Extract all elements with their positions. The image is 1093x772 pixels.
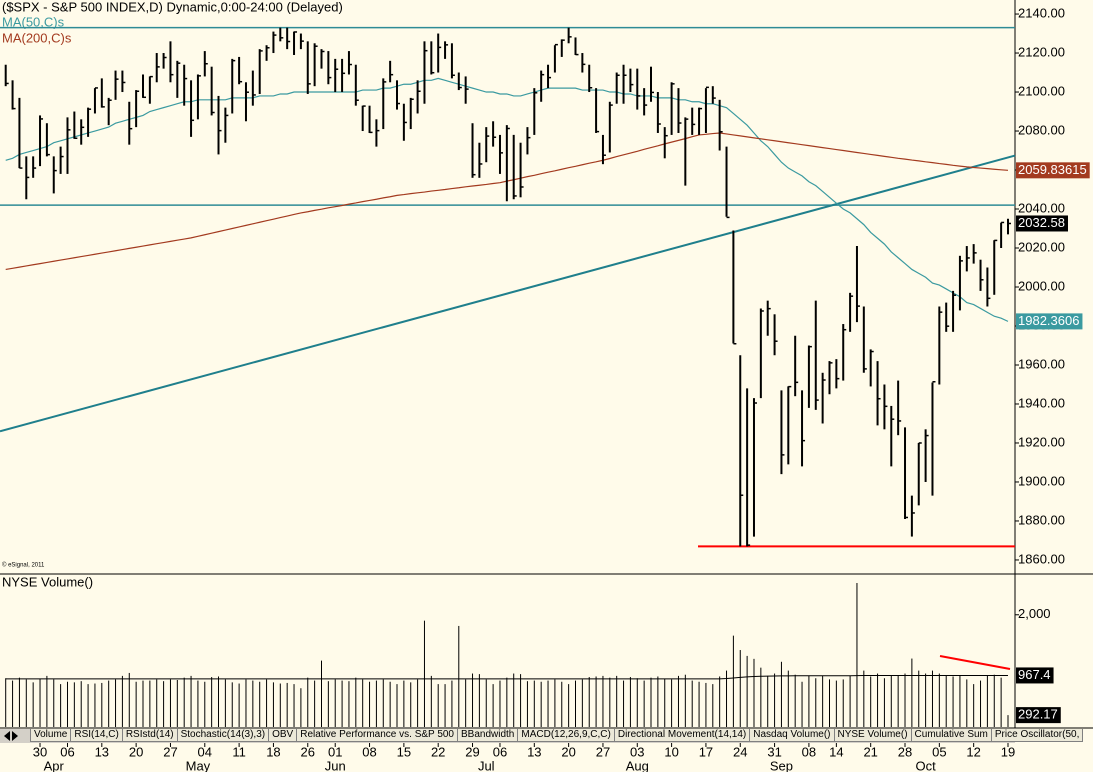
x-tick-label: 12	[966, 744, 980, 759]
x-tick-label: 13	[95, 744, 109, 759]
x-tick-label: 30	[33, 744, 47, 759]
scroll-left[interactable]	[4, 731, 10, 741]
study-tab[interactable]: Cumulative Sum	[910, 729, 992, 742]
value-label: 292.17	[1018, 707, 1058, 722]
x-tick-label: 17	[699, 744, 713, 759]
month-label: Apr	[44, 758, 65, 772]
y-tick-label: 2100.00	[1018, 83, 1065, 98]
month-label: Oct	[915, 758, 936, 772]
x-tick-label: 28	[898, 744, 912, 759]
value-box	[1016, 215, 1068, 232]
x-tick-label: 15	[397, 744, 411, 759]
value-label: 967.4	[1018, 667, 1051, 682]
moving-average	[5, 77, 1009, 322]
x-tick-label: 27	[163, 744, 177, 759]
month-label: Sep	[770, 758, 793, 772]
study-tabs: Volume RSI(14,C) RSIstd(14) Stochastic(14(3…	[30, 729, 1084, 742]
study-tab[interactable]: Volume	[30, 729, 72, 742]
study-tab[interactable]: OBV	[268, 729, 298, 742]
x-tick-label: 06	[493, 744, 507, 759]
month-label: May	[186, 758, 211, 772]
x-tick-label: 01	[328, 744, 342, 759]
x-tick-label: 20	[129, 744, 143, 759]
x-tick-label: 29	[465, 744, 479, 759]
value-label: 1982.3606	[1018, 313, 1079, 328]
x-tick-label: 08	[802, 744, 816, 759]
x-tick-label: 04	[198, 744, 212, 759]
study-tab[interactable]: Relative Performance vs. S&P 500	[296, 729, 458, 742]
value-box	[1016, 667, 1054, 684]
scroll-right[interactable]	[12, 731, 18, 741]
chart-title: ($SPX - S&P 500 INDEX,D) Dynamic,0:00-24…	[2, 0, 343, 14]
value-box	[1016, 313, 1083, 330]
y-tick-label: 1900.00	[1018, 473, 1065, 488]
y-tick-label: 2080.00	[1018, 122, 1065, 137]
value-box	[1016, 707, 1061, 724]
study-tab[interactable]: Price Oscillator(50,	[990, 729, 1084, 742]
value-label: 2059.83615	[1018, 162, 1087, 177]
trendline	[0, 154, 1016, 433]
x-tick-label: 26	[301, 744, 315, 759]
x-tick-label: 22	[431, 744, 445, 759]
volume-drawing	[939, 655, 1011, 670]
panel-title: NYSE Volume()	[2, 574, 93, 589]
x-tick-label: 31	[767, 744, 781, 759]
y-tick-label: 1940.00	[1018, 395, 1065, 410]
y-tick-label: 1860.00	[1018, 551, 1065, 566]
y-tick-label: 2000.00	[1018, 278, 1065, 293]
study-tab[interactable]: MACD(12,26,9,C,C)	[517, 729, 615, 742]
x-tick-label: 11	[232, 744, 246, 759]
x-tick-label: 18	[266, 744, 280, 759]
volume-average	[5, 674, 1008, 680]
study-tab[interactable]: BBandwidth	[457, 729, 519, 742]
copyright: © eSignal, 2011	[2, 562, 45, 569]
y-tick-label: 2140.00	[1018, 5, 1065, 20]
x-tick-label: 13	[527, 744, 541, 759]
x-tick-label: 06	[60, 744, 74, 759]
legend-entry: MA(50,C)s	[2, 14, 65, 29]
x-tick-label: 14	[829, 744, 843, 759]
y-tick-label: 2040.00	[1018, 200, 1065, 215]
legend-entry: MA(200,C)s	[2, 30, 72, 45]
y-tick-label: 1920.00	[1018, 434, 1065, 449]
study-tab[interactable]: NYSE Volume()	[833, 729, 912, 742]
y-tick-label: 2120.00	[1018, 44, 1065, 59]
x-tick-label: 08	[362, 744, 376, 759]
x-tick-label: 05	[932, 744, 946, 759]
y-tick-label: 2,000	[1018, 606, 1051, 621]
x-tick-label: 19	[1001, 744, 1015, 759]
y-tick-label: 1880.00	[1018, 512, 1065, 527]
x-tick-label: 27	[596, 744, 610, 759]
study-tab[interactable]: Stochastic(14(3),3)	[176, 729, 270, 742]
month-label: Jul	[478, 758, 495, 772]
x-tick-label: 10	[664, 744, 678, 759]
value-label: 2032.58	[1018, 215, 1065, 230]
y-tick-label: 1960.00	[1018, 356, 1065, 371]
x-tick-label: 20	[561, 744, 575, 759]
x-tick-label: 24	[733, 744, 747, 759]
month-label: Aug	[626, 758, 649, 772]
x-tick-label: 21	[863, 744, 877, 759]
study-tab[interactable]: Nasdaq Volume()	[749, 729, 835, 742]
study-tab[interactable]: Directional Movement(14,14)	[613, 729, 751, 742]
value-box	[1016, 162, 1090, 179]
study-tab[interactable]: RSI(14,C)	[70, 729, 123, 742]
month-label: Jun	[325, 758, 346, 772]
y-tick-label: 2020.00	[1018, 239, 1065, 254]
study-tab[interactable]: RSIstd(14)	[121, 729, 178, 742]
x-tick-label: 03	[630, 744, 644, 759]
